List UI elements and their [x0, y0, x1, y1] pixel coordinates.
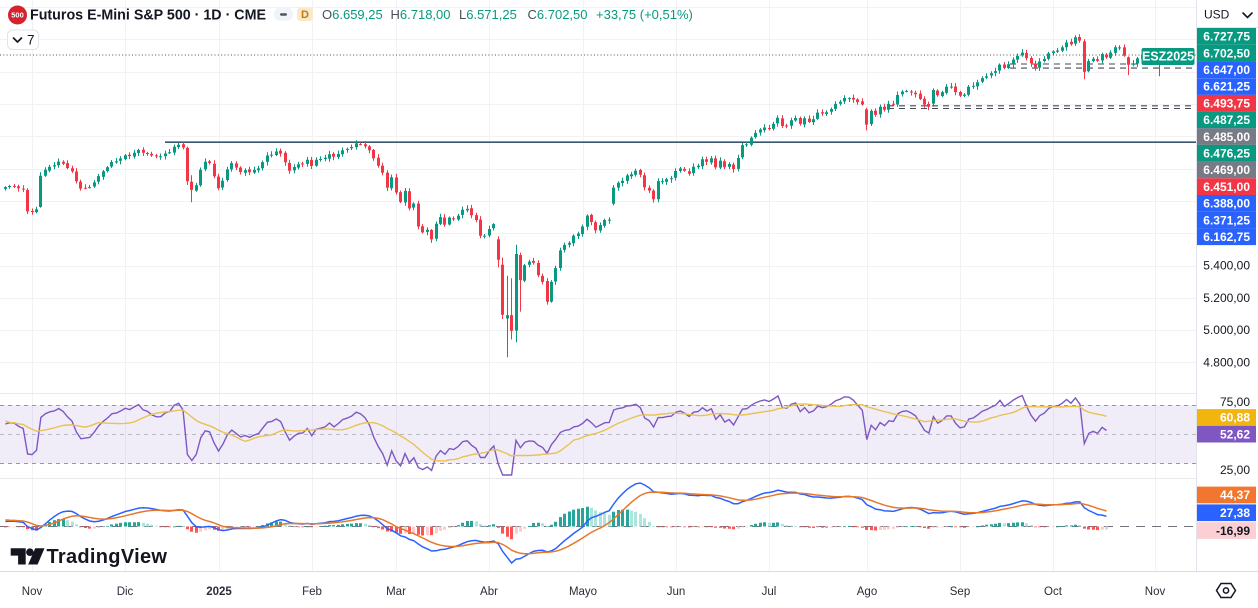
svg-text:+33,75 (+0,51%): +33,75 (+0,51%) [596, 7, 693, 22]
svg-text:Mar: Mar [386, 586, 406, 598]
svg-text:H6.718,00: H6.718,00 [391, 7, 451, 22]
svg-text:O6.659,25: O6.659,25 [322, 7, 383, 22]
svg-text:Nov: Nov [1145, 586, 1166, 598]
svg-text:6.388,00: 6.388,00 [1203, 197, 1250, 211]
svg-text:6.647,00: 6.647,00 [1203, 63, 1250, 77]
svg-text:60,88: 60,88 [1220, 411, 1250, 425]
svg-text:2025: 2025 [206, 586, 232, 598]
svg-text:6.371,25: 6.371,25 [1203, 213, 1250, 227]
svg-text:25,00: 25,00 [1220, 463, 1250, 477]
svg-text:6.621,25: 6.621,25 [1203, 80, 1250, 94]
svg-text:6.469,00: 6.469,00 [1203, 163, 1250, 177]
svg-text:52,62: 52,62 [1220, 427, 1250, 441]
svg-text:4.800,00: 4.800,00 [1203, 356, 1250, 370]
svg-text:Jul: Jul [762, 586, 777, 598]
svg-text:ESZ2025: ESZ2025 [1142, 50, 1194, 64]
svg-text:Mayo: Mayo [569, 586, 597, 598]
svg-text:Nov: Nov [22, 586, 43, 598]
svg-text:Sep: Sep [950, 586, 970, 598]
svg-text:-16,99: -16,99 [1216, 524, 1250, 538]
svg-text:44,37: 44,37 [1220, 488, 1250, 502]
svg-text:Futuros E-Mini S&P 500 · 1D ·: Futuros E-Mini S&P 500 · 1D · CME [30, 7, 266, 24]
svg-text:6.727,75: 6.727,75 [1203, 30, 1250, 44]
svg-text:Oct: Oct [1044, 586, 1063, 598]
svg-text:Dic: Dic [117, 586, 134, 598]
svg-text:6.476,25: 6.476,25 [1203, 147, 1250, 161]
svg-text:6.493,75: 6.493,75 [1203, 96, 1250, 110]
svg-text:6.162,75: 6.162,75 [1203, 230, 1250, 244]
svg-text:Ago: Ago [857, 586, 877, 598]
svg-text:Abr: Abr [480, 586, 498, 598]
svg-text:Jun: Jun [667, 586, 686, 598]
svg-text:L6.571,25: L6.571,25 [459, 7, 517, 22]
svg-text:75,00: 75,00 [1220, 395, 1250, 409]
svg-text:C6.702,50: C6.702,50 [528, 7, 588, 22]
svg-text:5.200,00: 5.200,00 [1203, 291, 1250, 305]
svg-text:D: D [301, 9, 309, 21]
svg-text:5.000,00: 5.000,00 [1203, 323, 1250, 337]
svg-text:27,38: 27,38 [1220, 506, 1250, 520]
svg-text:5.400,00: 5.400,00 [1203, 259, 1250, 273]
svg-text:500: 500 [11, 11, 24, 20]
svg-text:7: 7 [27, 33, 35, 48]
svg-text:6.451,00: 6.451,00 [1203, 180, 1250, 194]
svg-text:USD: USD [1204, 8, 1230, 22]
svg-text:6.702,50: 6.702,50 [1203, 46, 1250, 60]
svg-text:TradingView: TradingView [47, 546, 168, 568]
svg-text:6.485,00: 6.485,00 [1203, 130, 1250, 144]
svg-text:Feb: Feb [302, 586, 322, 598]
svg-text:6.487,25: 6.487,25 [1203, 113, 1250, 127]
